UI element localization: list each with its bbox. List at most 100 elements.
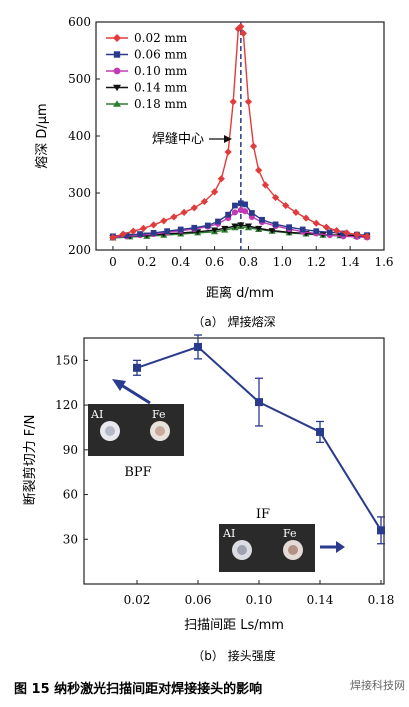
data-point: [119, 230, 127, 238]
x-tick-label: 1.4: [341, 255, 360, 269]
data-point: [332, 227, 341, 235]
data-point: [272, 221, 279, 228]
legend-marker: [113, 84, 121, 92]
y-tick-label: 120: [55, 398, 78, 412]
chart-a: 0 0.2 0.4 0.6 0.8 1.0 1.2 1.4 1.6 200 300 400 500 600…: [35, 15, 394, 329]
y-tick-label: 400: [68, 129, 91, 143]
series-0.06-mm: [110, 200, 370, 240]
legend-marker: [113, 51, 121, 58]
data-point: [292, 208, 300, 216]
bpf-al-label: AI: [90, 408, 103, 421]
if-al-label: AI: [222, 527, 235, 540]
fe-spot-icon: [288, 545, 298, 555]
x-tick-label: 0.06: [185, 593, 212, 607]
annotation-text: 焊缝中心: [152, 131, 204, 147]
data-point: [244, 98, 253, 106]
data-point: [190, 204, 198, 212]
chart-b-xlabel: 扫描间距 Ls/mm: [184, 618, 284, 633]
data-point: [237, 222, 245, 229]
data-point: [237, 200, 244, 207]
legend-label: 0.18 mm: [134, 97, 188, 111]
data-point: [242, 201, 248, 208]
data-point: [268, 228, 276, 234]
watermark: 焊接科技网: [350, 679, 405, 692]
data-point: [164, 228, 171, 235]
data-point: [249, 142, 258, 150]
data-point: [133, 363, 141, 372]
data-point: [139, 224, 148, 232]
x-tick-label: 0.10: [246, 593, 273, 607]
data-point: [248, 210, 255, 216]
data-point: [225, 211, 232, 218]
x-tick-label: 1.2: [307, 255, 326, 269]
data-point: [255, 398, 263, 407]
legend-item: 0.06 mm: [106, 48, 188, 62]
y-tick-label: 500: [68, 72, 91, 86]
x-tick-label: 0.4: [171, 255, 190, 269]
x-tick-label: 0.14: [307, 593, 334, 607]
arrow-head-icon: [112, 379, 126, 391]
data-point: [229, 98, 237, 106]
data-point: [261, 181, 270, 189]
legend-label: 0.14 mm: [134, 81, 188, 95]
legend-marker: [113, 34, 121, 42]
x-tick-label: 0.2: [137, 255, 156, 269]
bpf-label: BPF: [124, 465, 151, 480]
chart-a-subtitle: （a） 焊接熔深: [192, 314, 275, 329]
data-point: [259, 216, 265, 223]
y-tick-label: 90: [63, 443, 78, 457]
legend-item: 0.18 mm: [106, 97, 188, 111]
bpf-fe-label: Fe: [152, 408, 166, 421]
shear-force-series: [133, 334, 385, 545]
data-point: [123, 232, 130, 239]
legend-item: 0.10 mm: [106, 64, 188, 78]
legend-label: 0.06 mm: [134, 48, 188, 62]
data-point: [160, 217, 168, 225]
data-point: [231, 223, 239, 230]
chart-b-ylabel: 断裂剪切力 F/N: [22, 415, 38, 506]
fe-spot-icon: [155, 426, 165, 436]
data-point: [255, 225, 263, 232]
legend-marker: [113, 67, 121, 75]
data-point: [255, 166, 263, 174]
chart-a-xlabel: 距离 d/mm: [206, 285, 274, 301]
data-point: [312, 219, 320, 227]
x-tick-label: 0.8: [239, 255, 258, 269]
chart-a-ylabel: 熔深 D/μm: [35, 103, 50, 168]
chart-b: 0.02 0.06 0.10 0.14 0.18 30 60 90 120 150 AI Fe B…: [22, 334, 395, 663]
y-tick-label: 150: [55, 353, 78, 367]
bpf-photo-inset: AI Fe: [88, 404, 184, 456]
chart-b-frame: [83, 337, 385, 585]
arrow-head-icon: [224, 135, 232, 143]
chart-b-subtitle: （b） 接头强度: [192, 648, 275, 663]
data-point: [340, 230, 347, 237]
data-point: [221, 225, 229, 232]
legend-label: 0.02 mm: [134, 31, 188, 45]
y-tick-label: 300: [68, 186, 91, 200]
data-point: [326, 229, 333, 236]
y-tick-label: 600: [68, 15, 91, 29]
data-point: [237, 22, 245, 31]
data-point: [194, 342, 202, 351]
data-point: [177, 226, 184, 233]
data-point: [204, 222, 211, 229]
annotation-weld-center: 焊缝中心: [152, 131, 232, 147]
data-point: [217, 175, 225, 183]
data-point: [313, 228, 320, 235]
data-point: [234, 25, 242, 33]
y-tick-label: 60: [63, 488, 78, 502]
x-tick-label: 0.18: [368, 593, 395, 607]
bpf-arrow: [112, 379, 151, 405]
series-0.02-mm: [109, 22, 371, 242]
data-point: [170, 213, 178, 221]
legend-label: 0.10 mm: [134, 64, 188, 78]
x-tick-label: 0: [109, 255, 117, 269]
y-tick-label: 30: [63, 532, 78, 546]
data-point: [286, 224, 293, 231]
data-point: [109, 233, 117, 242]
x-tick-label: 1.6: [374, 255, 393, 269]
if-fe-label: Fe: [283, 527, 297, 540]
data-point: [244, 223, 253, 230]
data-point: [302, 214, 310, 222]
